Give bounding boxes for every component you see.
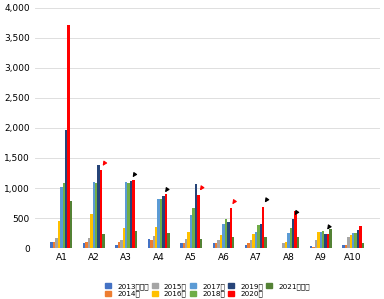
- Bar: [357, 230, 359, 248]
- Bar: [329, 229, 332, 248]
- Bar: [120, 240, 122, 248]
- Bar: [197, 195, 200, 248]
- Bar: [257, 225, 260, 248]
- Bar: [297, 237, 299, 248]
- Bar: [310, 246, 312, 248]
- Bar: [227, 222, 230, 248]
- Bar: [60, 187, 63, 248]
- Bar: [260, 224, 262, 248]
- Bar: [157, 199, 160, 248]
- Bar: [362, 243, 364, 248]
- Bar: [220, 235, 222, 248]
- Bar: [232, 237, 235, 248]
- Bar: [217, 240, 220, 248]
- Bar: [250, 240, 252, 248]
- Bar: [252, 234, 255, 248]
- Bar: [287, 233, 290, 248]
- Bar: [95, 183, 98, 248]
- Bar: [230, 208, 232, 248]
- Bar: [282, 243, 285, 248]
- Bar: [200, 239, 202, 248]
- Bar: [262, 207, 265, 248]
- Bar: [354, 233, 357, 248]
- Bar: [349, 235, 352, 248]
- Bar: [319, 232, 322, 248]
- Bar: [55, 238, 58, 248]
- Bar: [125, 182, 127, 248]
- Bar: [165, 194, 167, 248]
- Bar: [167, 233, 170, 248]
- Bar: [93, 182, 95, 248]
- Bar: [265, 237, 267, 248]
- Bar: [90, 214, 93, 248]
- Bar: [213, 243, 215, 248]
- Bar: [88, 238, 90, 248]
- Bar: [317, 232, 319, 248]
- Bar: [115, 245, 118, 248]
- Bar: [152, 236, 155, 248]
- Bar: [50, 242, 53, 248]
- Bar: [342, 245, 345, 248]
- Bar: [245, 245, 247, 248]
- Bar: [58, 221, 60, 248]
- Bar: [285, 242, 287, 248]
- Bar: [327, 234, 329, 248]
- Bar: [247, 243, 250, 248]
- Bar: [290, 228, 292, 248]
- Bar: [132, 180, 135, 248]
- Bar: [345, 245, 347, 248]
- Bar: [255, 232, 257, 248]
- Bar: [185, 239, 187, 248]
- Bar: [352, 233, 354, 248]
- Bar: [180, 243, 182, 248]
- Bar: [98, 165, 100, 248]
- Bar: [192, 208, 195, 248]
- Bar: [155, 227, 157, 248]
- Bar: [160, 199, 162, 248]
- Bar: [324, 234, 327, 248]
- Bar: [225, 219, 227, 248]
- Bar: [103, 234, 105, 248]
- Bar: [182, 243, 185, 248]
- Bar: [65, 130, 68, 248]
- Bar: [190, 215, 192, 248]
- Bar: [130, 181, 132, 248]
- Bar: [347, 237, 349, 248]
- Bar: [63, 183, 65, 248]
- Bar: [315, 240, 317, 248]
- Bar: [150, 240, 152, 248]
- Bar: [215, 243, 217, 248]
- Bar: [162, 196, 165, 248]
- Bar: [118, 242, 120, 248]
- Bar: [70, 201, 72, 248]
- Bar: [68, 25, 70, 248]
- Bar: [53, 242, 55, 248]
- Bar: [127, 183, 130, 248]
- Bar: [359, 226, 362, 248]
- Bar: [195, 184, 197, 248]
- Bar: [295, 211, 297, 248]
- Bar: [83, 243, 85, 248]
- Bar: [222, 224, 225, 248]
- Bar: [85, 242, 88, 248]
- Bar: [100, 170, 103, 248]
- Bar: [322, 231, 324, 248]
- Bar: [148, 239, 150, 248]
- Legend: 2013年以前, 2014年, 2015年, 2016年, 2017年, 2018年, 2019年, 2020年, 2021年以降: 2013年以前, 2014年, 2015年, 2016年, 2017年, 201…: [105, 283, 310, 298]
- Bar: [135, 231, 137, 248]
- Bar: [122, 228, 125, 248]
- Bar: [312, 247, 315, 248]
- Bar: [187, 232, 190, 248]
- Bar: [292, 219, 295, 248]
